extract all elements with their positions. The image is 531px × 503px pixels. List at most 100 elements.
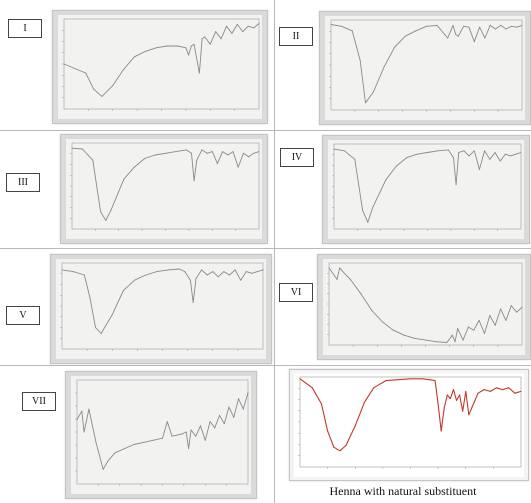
spectrum-point xyxy=(385,380,387,382)
spectrum-point xyxy=(510,305,512,307)
spectrum-point xyxy=(184,271,186,273)
spectrum-point xyxy=(217,276,219,278)
spectrum-point xyxy=(360,293,362,295)
spectrum-point xyxy=(447,37,449,39)
spectrum-point xyxy=(489,158,491,160)
spectrum-point xyxy=(231,32,233,34)
spectrum-point xyxy=(415,30,417,32)
spectrum-point xyxy=(473,150,475,152)
spectrum-photo xyxy=(319,11,531,125)
divider-row2 xyxy=(0,248,531,249)
spectrum-plot xyxy=(56,259,266,359)
spectrum-point xyxy=(373,387,375,389)
spectrum-point xyxy=(81,410,83,412)
spectrum-point xyxy=(483,332,486,335)
spectrum-point xyxy=(473,329,475,331)
spectrum-point xyxy=(206,152,208,154)
spectrum-photo xyxy=(52,10,268,124)
spectrum-point xyxy=(188,448,190,450)
spectrum-point xyxy=(209,421,211,423)
spectrum-point xyxy=(262,269,264,271)
spectrum-point xyxy=(409,378,412,380)
spectrum-point xyxy=(520,390,522,392)
spectrum-point xyxy=(247,25,249,27)
spectrum-point xyxy=(185,47,187,49)
spectrum-point xyxy=(333,148,335,150)
spectrum-plot xyxy=(66,139,262,239)
plot-background xyxy=(328,140,524,239)
spectrum-point xyxy=(521,306,523,308)
spectrum-point xyxy=(178,268,180,270)
spectrum-point xyxy=(175,151,177,153)
panel-label: I xyxy=(8,19,42,38)
spectrum-point xyxy=(446,341,448,344)
spectrum-point xyxy=(516,26,518,28)
spectrum-point xyxy=(435,341,437,343)
spectrum-point xyxy=(199,425,202,427)
spectrum-photo xyxy=(317,254,531,360)
panel-VI: VI xyxy=(275,249,531,365)
spectrum-point xyxy=(155,47,157,49)
spectrum-point xyxy=(446,394,448,396)
spectrum-point xyxy=(514,392,516,394)
spectrum-point xyxy=(437,150,439,152)
spectrum-point xyxy=(164,152,167,154)
spectrum-point xyxy=(218,414,221,416)
spectrum-line xyxy=(71,147,260,221)
spectrum-point xyxy=(112,85,114,87)
spectrum-point xyxy=(228,406,230,408)
spectrum-point xyxy=(185,431,187,433)
spectrum-point xyxy=(478,319,480,321)
spectrum-point xyxy=(467,326,469,328)
spectrum-point xyxy=(333,446,335,448)
panel-III: III xyxy=(0,131,274,248)
spectrum-point xyxy=(500,24,502,26)
spectrum-point xyxy=(171,435,173,437)
spectrum-point xyxy=(240,279,242,281)
spectrum-point xyxy=(508,387,510,389)
spectrum-point xyxy=(215,31,217,33)
spectrum-point xyxy=(190,45,192,47)
spectrum-point xyxy=(101,95,103,97)
spectrum-point xyxy=(499,160,501,162)
spectrum-point xyxy=(196,159,198,161)
spectrum-photo xyxy=(50,254,272,364)
spectrum-point xyxy=(459,394,461,396)
spectrum-point xyxy=(252,27,255,29)
spectrum-point xyxy=(395,165,397,167)
spectrum-point xyxy=(220,38,222,40)
spectrum-point xyxy=(371,309,373,312)
spectrum-point xyxy=(154,154,156,156)
spectrum-point xyxy=(110,209,112,211)
spectrum-point xyxy=(193,43,195,45)
panel-II: II xyxy=(275,0,531,130)
spectrum-point xyxy=(223,423,225,425)
spectrum-line xyxy=(330,24,523,104)
spectrum-point xyxy=(354,158,356,160)
spectrum-point xyxy=(248,156,250,158)
spectrum-point xyxy=(478,168,481,171)
spectrum-point xyxy=(327,430,329,432)
spectrum-point xyxy=(122,289,125,292)
spectrum-point xyxy=(161,437,164,439)
spectrum-point xyxy=(382,321,384,323)
spectrum-point xyxy=(452,389,455,391)
spectrum-point xyxy=(468,155,470,157)
spectrum-point xyxy=(454,341,456,343)
spectrum-point xyxy=(489,314,491,317)
spectrum-point xyxy=(242,152,245,154)
spectrum-point xyxy=(397,379,399,381)
spectrum-point xyxy=(516,311,518,313)
spectrum-point xyxy=(133,279,136,281)
spectrum-point xyxy=(478,26,481,28)
spectrum-point xyxy=(76,418,78,421)
spectrum-point xyxy=(343,150,345,152)
spectrum-point xyxy=(328,267,330,269)
spectrum-point xyxy=(349,278,352,280)
spectrum-point xyxy=(341,25,343,27)
spectrum-point xyxy=(177,45,179,47)
spectrum-point xyxy=(214,427,216,429)
spectrum-point xyxy=(102,468,104,471)
spectrum-point xyxy=(234,269,236,271)
spectrum-point xyxy=(242,31,244,33)
